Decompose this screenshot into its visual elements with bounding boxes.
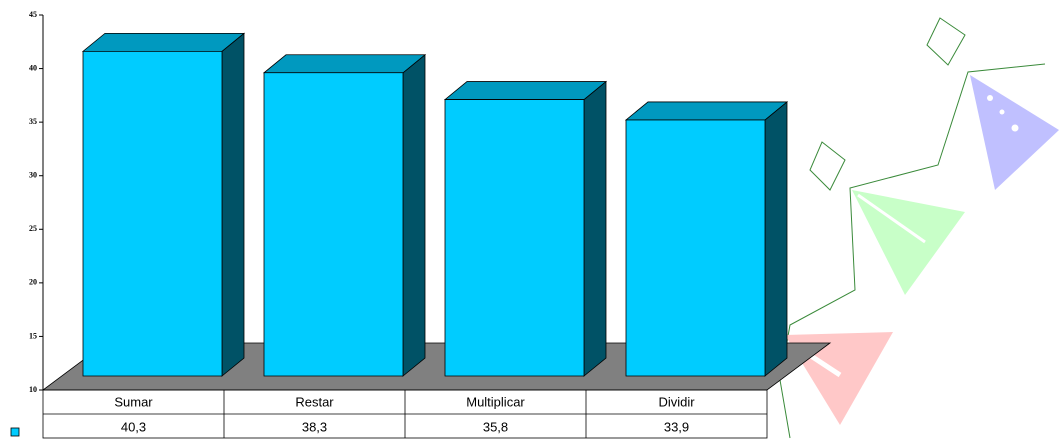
category-label: Restar <box>295 394 334 409</box>
bar-top <box>262 54 427 74</box>
bar-top <box>624 101 789 121</box>
bar <box>443 80 608 377</box>
y-tick-label: 25 <box>29 224 37 233</box>
y-tick-label: 10 <box>29 385 37 394</box>
bar-top <box>81 32 246 52</box>
y-tick-label: 40 <box>29 63 37 72</box>
category-label: Multiplicar <box>466 394 525 409</box>
bar <box>624 101 789 377</box>
bar-front <box>625 119 766 377</box>
category-label: Sumar <box>114 394 153 409</box>
bar-front <box>82 50 223 377</box>
value-label: 35,8 <box>483 419 508 434</box>
bar-side <box>402 53 426 377</box>
value-label: 33,9 <box>664 419 689 434</box>
data-table <box>42 389 768 439</box>
decoration <box>779 17 1059 439</box>
bar-front <box>444 99 585 377</box>
bar-side <box>221 32 245 377</box>
legend-key <box>10 427 20 437</box>
bar-side <box>583 80 607 377</box>
y-tick-label: 20 <box>29 278 37 287</box>
y-tick-label: 35 <box>29 117 37 126</box>
bar <box>81 32 246 377</box>
value-label: 38,3 <box>302 419 327 434</box>
category-label: Dividir <box>658 394 695 409</box>
y-tick-label: 15 <box>29 331 37 340</box>
y-tick-label: 30 <box>29 171 37 180</box>
bar-side <box>764 101 788 377</box>
bar-top <box>443 81 608 100</box>
y-tick-label: 45 <box>29 10 37 19</box>
bar-front <box>263 72 404 377</box>
bar <box>262 53 427 377</box>
value-label: 40,3 <box>121 419 146 434</box>
